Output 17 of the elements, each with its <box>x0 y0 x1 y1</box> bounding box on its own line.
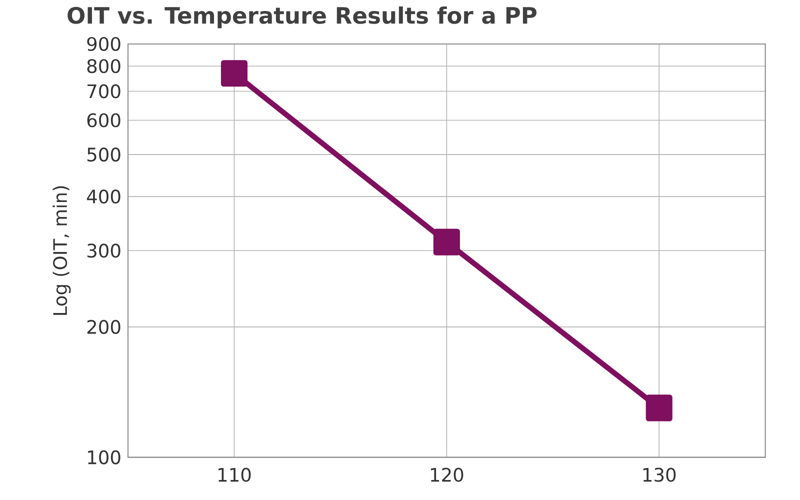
y-tick-label: 600 <box>87 113 120 128</box>
y-tick-label: 500 <box>87 148 120 162</box>
y-tick-label: 200 <box>87 320 120 334</box>
x-tick-label: 130 <box>643 468 676 482</box>
point <box>220 60 248 87</box>
x-tick-label: 110 <box>218 468 251 482</box>
x-tick-label: 120 <box>430 468 464 482</box>
y-tick-label: 900 <box>87 36 120 52</box>
y-tick-label: 100 <box>88 450 120 464</box>
point <box>646 394 672 422</box>
y-tick-label: 300 <box>87 244 120 258</box>
y-tick-label: 800 <box>87 59 120 74</box>
y-tick-label: 700 <box>88 84 120 98</box>
y-axis-title: Log (OIT, min) <box>52 186 71 315</box>
y-tick-label: 400 <box>86 190 120 204</box>
point <box>433 228 460 256</box>
chart-title: OIT vs. Temperature Results for a PP <box>68 6 536 28</box>
